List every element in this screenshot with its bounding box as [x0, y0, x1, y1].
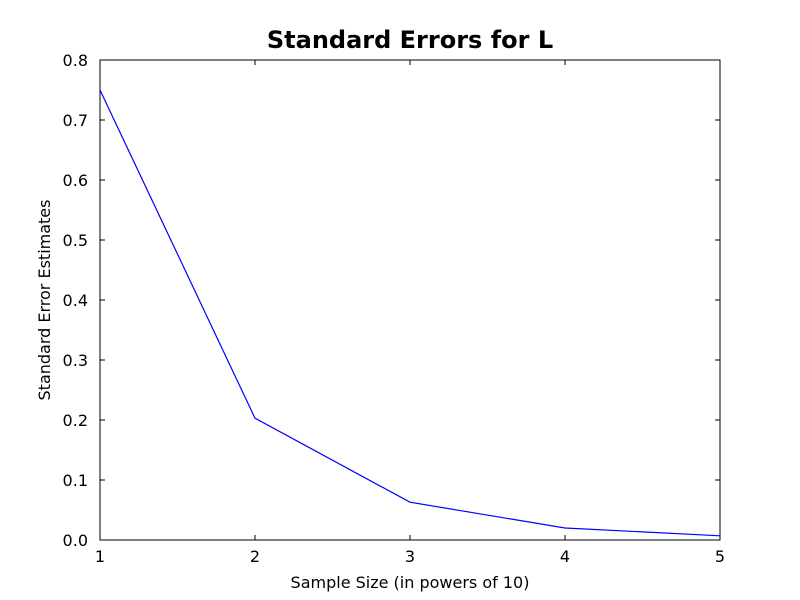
y-tick-label: 0.7 [63, 111, 88, 130]
y-tick-label: 0.8 [63, 51, 88, 70]
x-axis-ticks [99, 60, 721, 540]
series-line [99, 89, 721, 537]
x-tick-label: 4 [560, 547, 570, 566]
y-tick-label: 0.1 [63, 471, 88, 490]
plot-frame [99, 59, 721, 541]
y-tick-label: 0.4 [63, 291, 88, 310]
y-axis-tick-labels: 0.0 0.1 0.2 0.3 0.4 0.5 0.6 0.7 0.8 [63, 51, 88, 550]
y-tick-label: 0.2 [63, 411, 88, 430]
y-tick-label: 0.3 [63, 351, 88, 370]
x-tick-label: 2 [250, 547, 260, 566]
y-axis-label: Standard Error Estimates [35, 200, 54, 401]
x-axis-label: Sample Size (in powers of 10) [291, 573, 530, 592]
chart-title: Standard Errors for L [267, 26, 553, 54]
x-axis-tick-labels: 1 2 3 4 5 [95, 547, 725, 566]
y-axis-ticks [100, 59, 720, 541]
x-tick-label: 3 [405, 547, 415, 566]
x-tick-label: 1 [95, 547, 105, 566]
y-tick-label: 0.5 [63, 231, 88, 250]
series-layer [99, 89, 721, 537]
y-tick-label: 0.6 [63, 171, 88, 190]
y-tick-label: 0.0 [63, 531, 88, 550]
x-tick-label: 5 [715, 547, 725, 566]
